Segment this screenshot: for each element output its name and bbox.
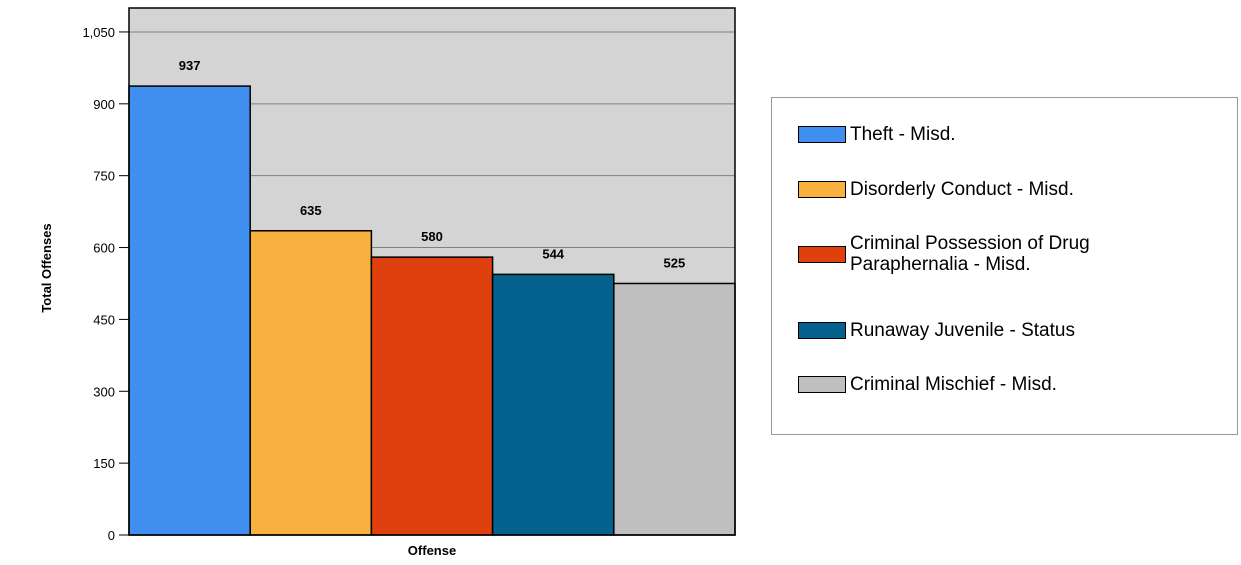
bar-value-label: 635 xyxy=(300,203,322,218)
y-tick-label: 750 xyxy=(93,169,115,184)
legend-item-theft: Theft - Misd. xyxy=(798,124,956,145)
legend-swatch xyxy=(798,181,846,198)
y-axis: 0 150 300 450 600 750 900 1,050 xyxy=(82,25,129,543)
y-tick-label: 900 xyxy=(93,97,115,112)
legend-item-criminal-mischief: Criminal Mischief - Misd. xyxy=(798,374,1057,395)
y-tick-label: 0 xyxy=(108,528,115,543)
legend-item-runaway-juvenile: Runaway Juvenile - Status xyxy=(798,320,1075,341)
legend-swatch xyxy=(798,376,846,393)
legend-swatch xyxy=(798,322,846,339)
plot-border xyxy=(128,7,736,536)
bar xyxy=(249,230,373,536)
x-axis-title: Offense xyxy=(408,543,456,558)
bar-value-label: 525 xyxy=(664,255,686,270)
legend: Theft - Misd. Disorderly Conduct - Misd.… xyxy=(771,97,1238,435)
legend-label: Runaway Juvenile - Status xyxy=(850,320,1075,341)
legend-swatch xyxy=(798,245,846,263)
y-tick-label: 300 xyxy=(93,384,115,399)
legend-label: Criminal Mischief - Misd. xyxy=(850,374,1057,395)
y-tick-label: 450 xyxy=(93,312,115,327)
legend-label: Criminal Possession of Drug Paraphernali… xyxy=(850,233,1090,275)
bar xyxy=(613,282,736,536)
bar-value-label: 544 xyxy=(542,246,564,261)
bar-value-label: 937 xyxy=(179,58,201,73)
y-axis-title: Total Offenses xyxy=(39,223,54,312)
bar-value-label: 580 xyxy=(421,229,443,244)
bar xyxy=(128,85,251,536)
legend-label: Disorderly Conduct - Misd. xyxy=(850,179,1074,200)
legend-item-drug-paraphernalia: Criminal Possession of Drug Paraphernali… xyxy=(798,233,1178,275)
y-tick-label: 150 xyxy=(93,456,115,471)
y-tick-label: 1,050 xyxy=(82,25,115,40)
legend-label: Theft - Misd. xyxy=(850,124,956,145)
legend-item-disorderly-conduct: Disorderly Conduct - Misd. xyxy=(798,179,1074,200)
bar xyxy=(491,273,615,536)
y-tick-label: 600 xyxy=(93,241,115,256)
legend-swatch xyxy=(798,126,846,143)
data-labels: 937 635 580 544 525 xyxy=(179,58,686,270)
bar xyxy=(370,256,494,536)
